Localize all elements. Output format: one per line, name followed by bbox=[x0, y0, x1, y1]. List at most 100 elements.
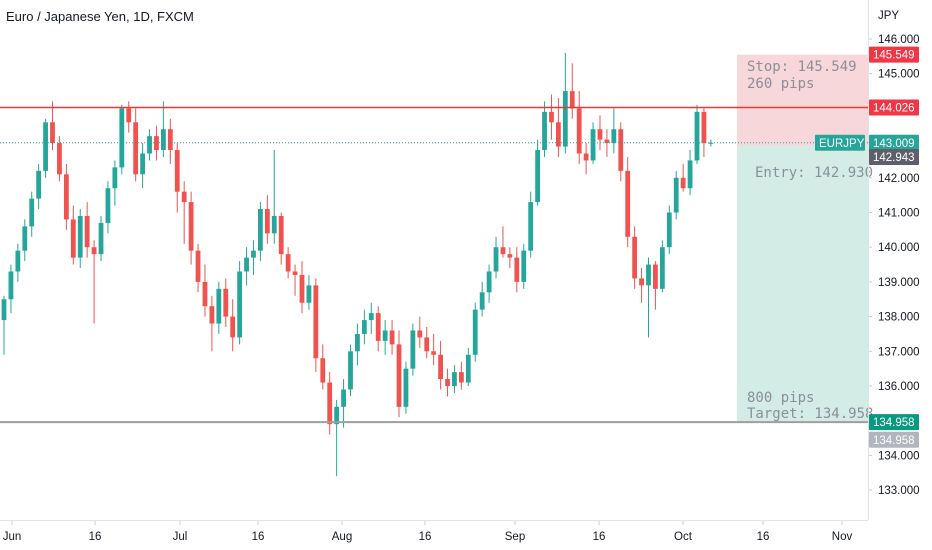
candle[interactable] bbox=[507, 247, 513, 269]
candle[interactable] bbox=[535, 139, 541, 206]
stop-loss-zone[interactable] bbox=[737, 54, 868, 146]
candle[interactable] bbox=[389, 320, 395, 355]
candle[interactable] bbox=[15, 243, 21, 282]
candle[interactable] bbox=[583, 143, 589, 175]
stop-price-tag[interactable]: 145.549 bbox=[869, 46, 919, 63]
candle[interactable] bbox=[486, 264, 492, 303]
candle[interactable] bbox=[216, 281, 222, 334]
candle[interactable] bbox=[514, 247, 520, 293]
candle[interactable] bbox=[445, 368, 450, 397]
candle[interactable] bbox=[105, 181, 111, 234]
candle[interactable] bbox=[202, 264, 208, 317]
candle[interactable] bbox=[223, 278, 229, 328]
candle[interactable] bbox=[396, 330, 402, 418]
candle[interactable] bbox=[251, 240, 256, 275]
candle[interactable] bbox=[653, 261, 658, 310]
candle[interactable] bbox=[472, 302, 478, 362]
time-axis[interactable]: Jun 16 Jul 16 Aug 16 Sep 16 Oct 16 Nov bbox=[3, 520, 853, 543]
candle[interactable] bbox=[320, 344, 326, 390]
candle[interactable] bbox=[334, 399, 340, 477]
candle[interactable] bbox=[119, 104, 125, 175]
candle[interactable] bbox=[140, 143, 145, 189]
candle[interactable] bbox=[57, 136, 62, 182]
candle[interactable] bbox=[63, 163, 69, 230]
candle[interactable] bbox=[313, 278, 319, 373]
candle[interactable] bbox=[355, 323, 360, 366]
candle[interactable] bbox=[701, 108, 707, 157]
entry-price-tag[interactable]: 142.943 bbox=[869, 148, 919, 165]
candle[interactable] bbox=[632, 226, 638, 289]
candle[interactable] bbox=[528, 191, 534, 258]
candle[interactable] bbox=[126, 101, 132, 133]
resistance-price-tag[interactable]: 144.026 bbox=[869, 99, 919, 116]
candle[interactable] bbox=[29, 191, 35, 237]
candle[interactable] bbox=[417, 316, 423, 348]
candle[interactable] bbox=[493, 236, 499, 279]
take-profit-zone[interactable] bbox=[737, 145, 868, 423]
candle[interactable] bbox=[230, 299, 236, 352]
candle[interactable] bbox=[542, 101, 547, 157]
candle[interactable] bbox=[70, 205, 76, 265]
candle[interactable] bbox=[687, 150, 693, 196]
candle[interactable] bbox=[244, 247, 249, 286]
candle[interactable] bbox=[479, 281, 485, 317]
candle[interactable] bbox=[341, 379, 346, 428]
candle[interactable] bbox=[77, 209, 83, 269]
candle[interactable] bbox=[133, 108, 139, 182]
candle[interactable] bbox=[8, 264, 14, 314]
candle[interactable] bbox=[327, 372, 333, 435]
candle[interactable] bbox=[562, 52, 568, 154]
candle[interactable] bbox=[708, 139, 714, 147]
candle[interactable] bbox=[1, 295, 7, 355]
candle[interactable] bbox=[403, 361, 409, 414]
candle[interactable] bbox=[465, 347, 471, 386]
candle[interactable] bbox=[22, 219, 28, 262]
candle[interactable] bbox=[500, 226, 506, 258]
candle[interactable] bbox=[569, 63, 575, 119]
candle[interactable] bbox=[43, 118, 48, 178]
target-price-tag-2[interactable]: 134.958 bbox=[869, 431, 919, 448]
candle[interactable] bbox=[147, 129, 152, 161]
candle[interactable] bbox=[278, 212, 284, 265]
candle[interactable] bbox=[160, 101, 166, 157]
candle[interactable] bbox=[458, 361, 464, 390]
target-price-tag[interactable]: 134.958 bbox=[869, 414, 919, 431]
candle[interactable] bbox=[50, 101, 55, 151]
candle[interactable] bbox=[625, 156, 631, 248]
candle[interactable] bbox=[98, 215, 104, 262]
candle[interactable] bbox=[673, 170, 679, 220]
candle[interactable] bbox=[618, 122, 624, 182]
candle[interactable] bbox=[659, 240, 665, 293]
candle[interactable] bbox=[361, 309, 367, 345]
candle[interactable] bbox=[521, 243, 527, 289]
candle[interactable] bbox=[576, 91, 582, 164]
candle[interactable] bbox=[91, 240, 97, 324]
candle[interactable] bbox=[590, 122, 596, 164]
candle[interactable] bbox=[188, 191, 194, 265]
candle[interactable] bbox=[237, 261, 243, 345]
candle[interactable] bbox=[271, 150, 277, 244]
candle[interactable] bbox=[264, 195, 270, 244]
last-price-tag[interactable]: 143.009 bbox=[869, 134, 919, 151]
candle[interactable] bbox=[368, 302, 374, 334]
candle[interactable] bbox=[167, 118, 173, 164]
candle[interactable] bbox=[666, 205, 672, 255]
candle[interactable] bbox=[375, 306, 381, 352]
candle[interactable] bbox=[424, 327, 430, 359]
candle[interactable] bbox=[680, 163, 686, 192]
candle[interactable] bbox=[306, 274, 312, 310]
candle[interactable] bbox=[611, 108, 617, 154]
candle[interactable] bbox=[410, 323, 416, 376]
candle[interactable] bbox=[382, 320, 388, 355]
candle[interactable] bbox=[639, 268, 644, 303]
candle[interactable] bbox=[181, 181, 187, 244]
candle[interactable] bbox=[36, 163, 42, 210]
candle[interactable] bbox=[597, 115, 603, 151]
candle[interactable] bbox=[646, 257, 651, 338]
candle[interactable] bbox=[174, 143, 180, 213]
candle[interactable] bbox=[112, 160, 118, 206]
candle[interactable] bbox=[84, 202, 90, 258]
candle[interactable] bbox=[431, 333, 437, 366]
candle[interactable] bbox=[209, 295, 215, 352]
